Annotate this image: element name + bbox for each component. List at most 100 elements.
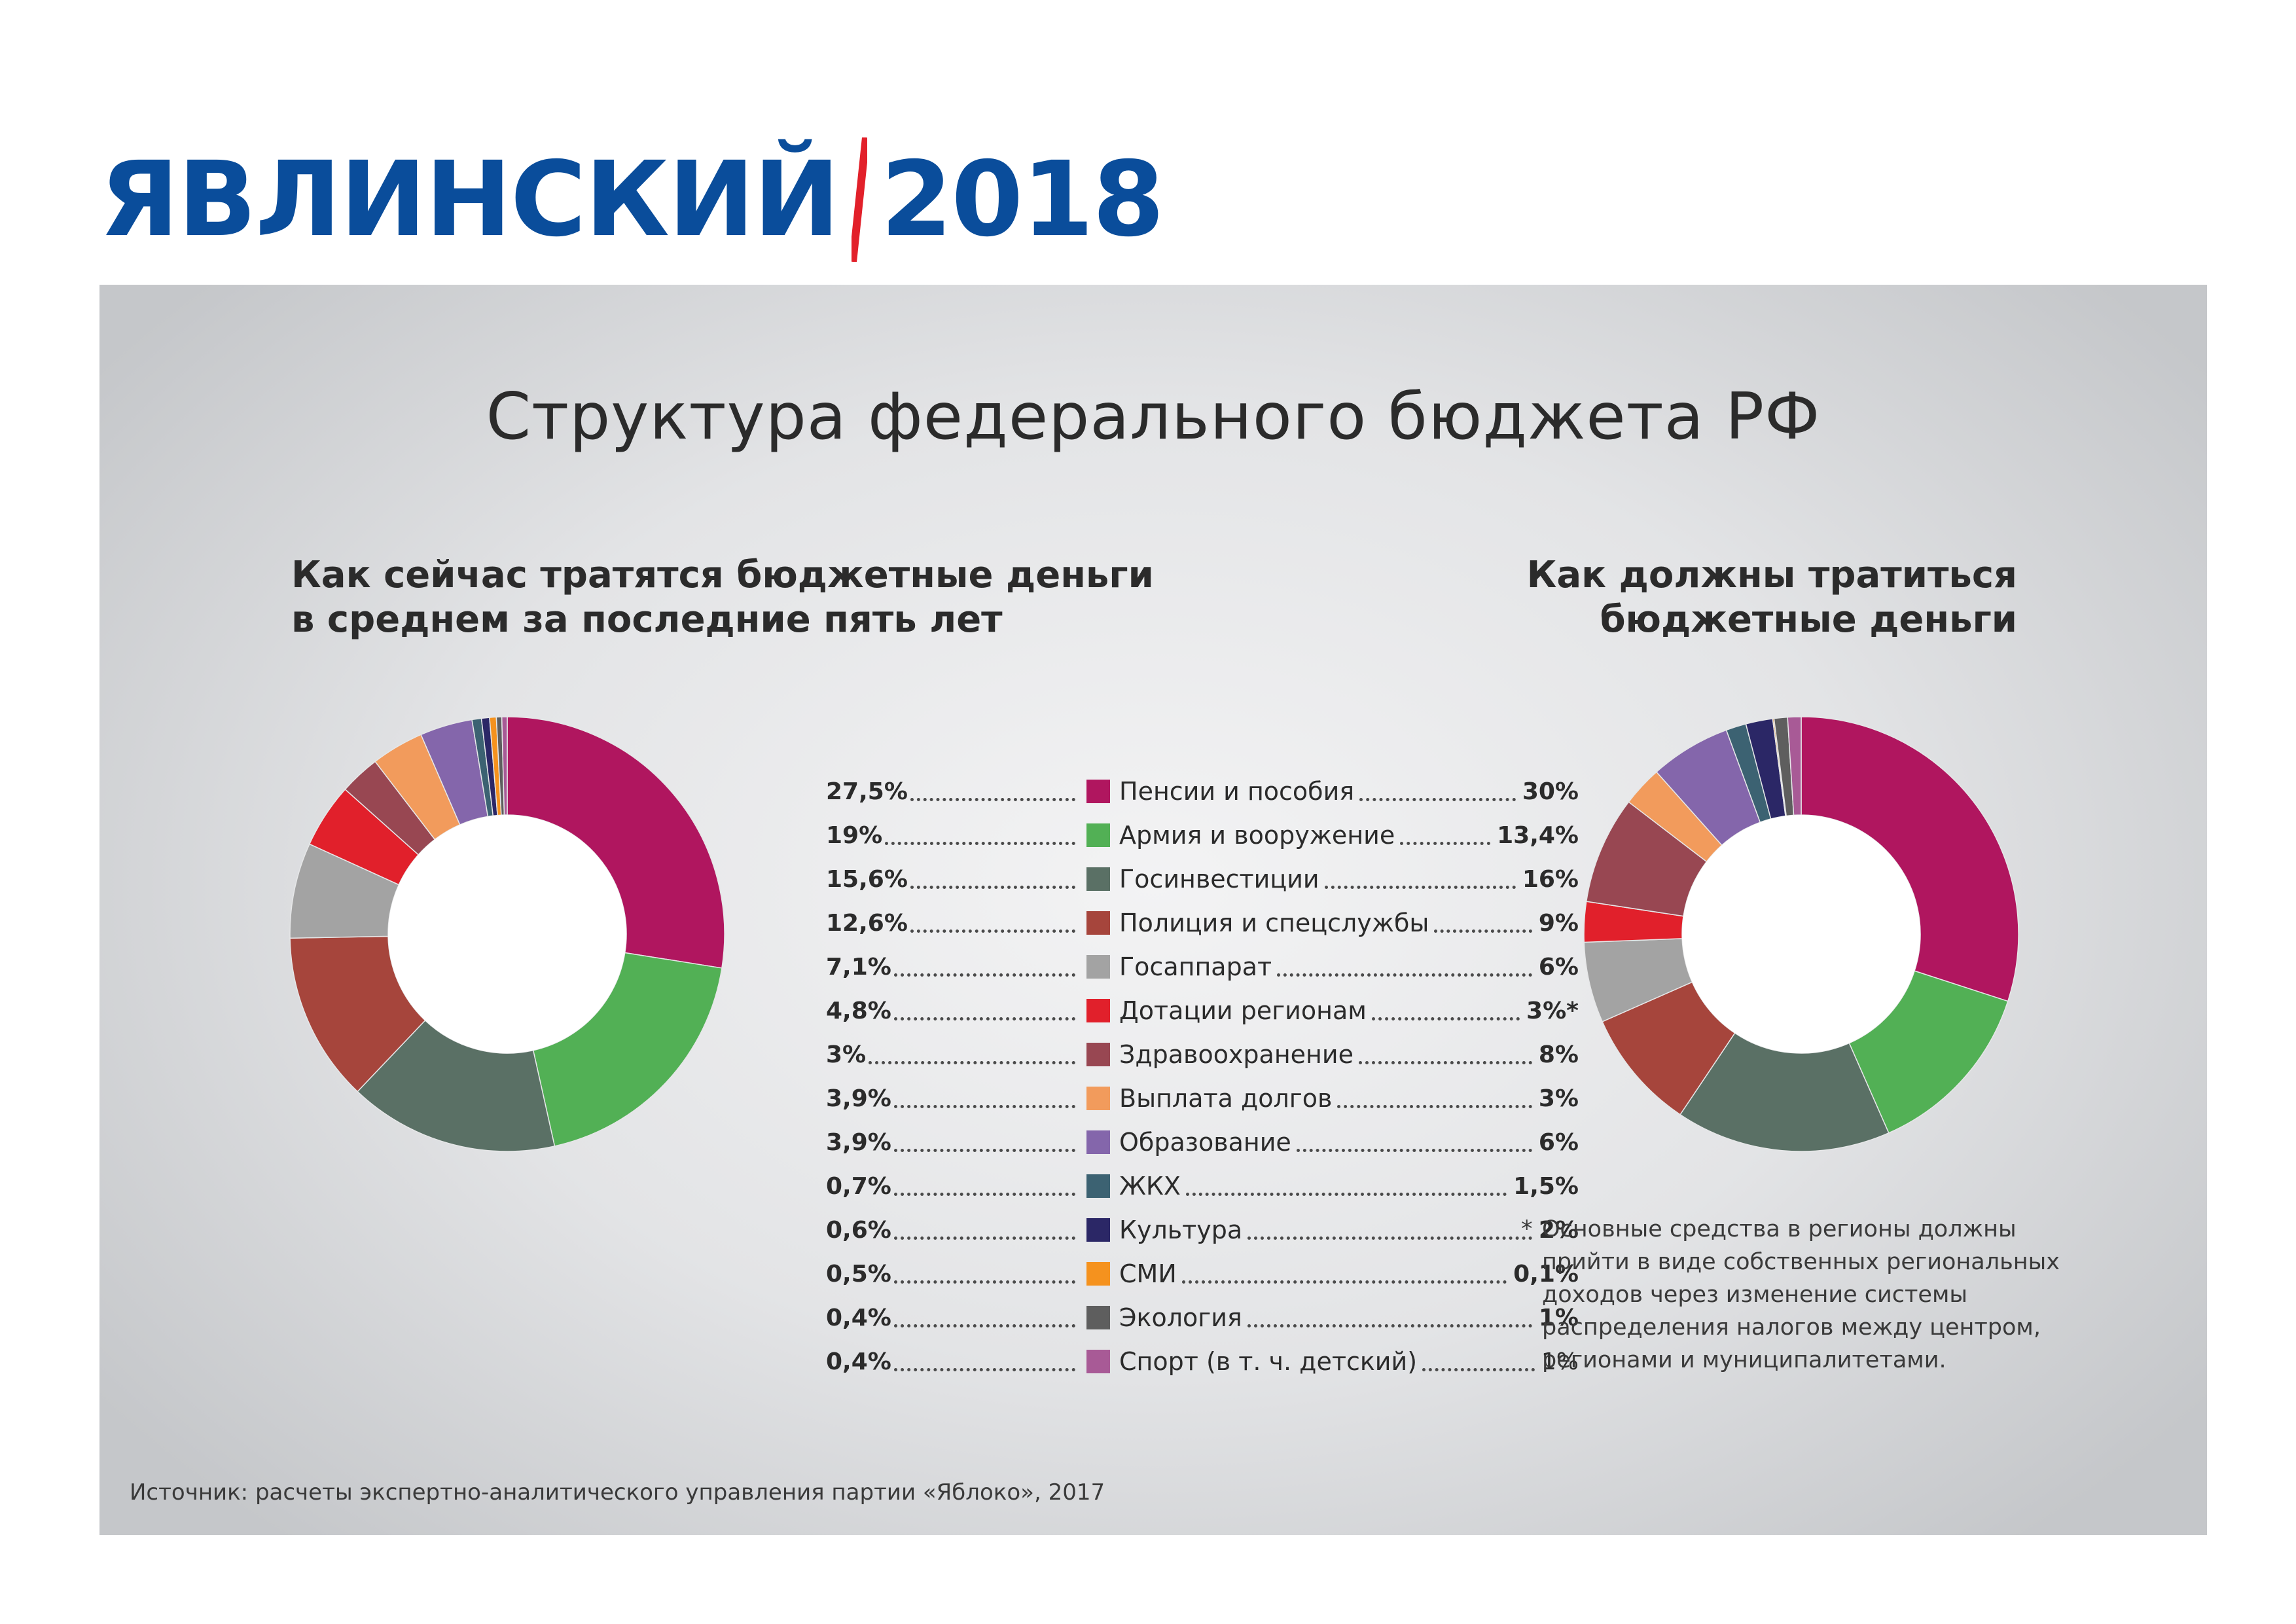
legend-row: 3% Здравоохранение 8% — [826, 1035, 1579, 1079]
legend-row: 15,6% Госинвестиции 16% — [826, 859, 1579, 903]
current-value: 0,5% — [826, 1261, 891, 1288]
leader-dots — [910, 798, 1075, 801]
proposed-value: 6% — [1538, 1129, 1579, 1156]
leader-dots — [1422, 1368, 1535, 1371]
chart-title: Структура федерального бюджета РФ — [486, 380, 1821, 454]
legend-swatch — [1086, 999, 1110, 1022]
proposed-value: 1% — [1538, 1305, 1579, 1331]
leader-dots — [1181, 1280, 1507, 1284]
source-note: Источник: расчеты экспертно-аналитическо… — [130, 1479, 1105, 1506]
legend-label: Культура — [1119, 1216, 1243, 1244]
legend-label: СМИ — [1119, 1259, 1177, 1288]
current-value: 19% — [826, 822, 883, 849]
legend-swatch — [1086, 1043, 1110, 1066]
brand-logo: ЯВЛИНСКИЙ 2018 — [99, 134, 1164, 265]
legend-label: Дотации регионам — [1119, 996, 1367, 1025]
current-value: 12,6% — [826, 910, 908, 937]
current-value: 15,6% — [826, 866, 908, 893]
legend-swatch — [1086, 911, 1110, 935]
leader-dots — [893, 1368, 1075, 1371]
leader-dots — [893, 1280, 1075, 1284]
footnote: * Основные средства в регионы должны при… — [1521, 1213, 2197, 1377]
leader-dots — [885, 842, 1075, 845]
legend-row: 27,5% Пенсии и пособия 30% — [826, 772, 1579, 816]
subtitle-proposed-line-1: Как должны тратиться — [1526, 554, 2017, 596]
legend-swatch — [1086, 823, 1110, 847]
footnote-line: распределения налогов между центром, — [1542, 1314, 2041, 1341]
legend-swatch — [1086, 1350, 1110, 1373]
proposed-value: 0,1% — [1513, 1261, 1579, 1288]
proposed-value: 8% — [1538, 1041, 1579, 1068]
footnote-line: регионами и муниципалитетами. — [1542, 1347, 1946, 1373]
proposed-value: 2% — [1538, 1217, 1579, 1244]
leader-dots — [893, 1017, 1075, 1020]
leader-dots — [1400, 842, 1491, 845]
brand-year: 2018 — [880, 139, 1164, 260]
current-value: 0,4% — [826, 1348, 891, 1375]
donut-hole — [388, 815, 626, 1053]
leader-dots — [1185, 1193, 1507, 1196]
legend-label: Образование — [1119, 1128, 1291, 1157]
legend-swatch — [1086, 1218, 1110, 1242]
leader-dots — [1296, 1149, 1532, 1152]
leader-dots — [893, 1236, 1075, 1240]
leader-dots — [1358, 1061, 1532, 1064]
leader-dots — [893, 1149, 1075, 1152]
legend-row: 4,8% Дотации регионам 3%* — [826, 991, 1579, 1035]
leader-dots — [893, 1324, 1075, 1327]
legend-row: 0,5% СМИ 0,1% — [826, 1254, 1579, 1298]
legend-label: Госаппарат — [1119, 952, 1272, 981]
legend-row: 3,9% Выплата долгов 3% — [826, 1079, 1579, 1123]
legend-swatch — [1086, 1262, 1110, 1286]
current-value: 7,1% — [826, 954, 891, 981]
current-value: 27,5% — [826, 778, 908, 805]
leader-dots — [893, 973, 1075, 977]
legend-swatch — [1086, 867, 1110, 891]
legend: 27,5% Пенсии и пособия 30% 19% Армия и воору… — [826, 772, 1579, 1386]
leader-dots — [893, 1105, 1075, 1108]
donut-hole — [1682, 815, 1920, 1053]
legend-row: 0,7% ЖКХ 1,5% — [826, 1166, 1579, 1210]
leader-dots — [1371, 1017, 1520, 1020]
current-value: 0,7% — [826, 1173, 891, 1200]
footnote-line: доходов через изменение системы — [1542, 1282, 1967, 1308]
leader-dots — [1324, 886, 1516, 889]
leader-dots — [1277, 973, 1532, 977]
subtitle-current-line-2: в среднем за последние пять лет — [291, 598, 1003, 641]
leader-dots — [893, 1193, 1075, 1196]
footnote-line: Основные средства в регионы должны — [1542, 1216, 2017, 1242]
infographic-panel: Структура федерального бюджета РФ Как се… — [99, 285, 2207, 1535]
leader-dots — [910, 929, 1075, 933]
proposed-value: 3%* — [1526, 998, 1579, 1024]
current-value: 3,9% — [826, 1085, 891, 1112]
legend-row: 0,4% Экология 1% — [826, 1298, 1579, 1342]
legend-label: Госинвестиции — [1119, 865, 1319, 893]
current-value: 3% — [826, 1041, 867, 1068]
legend-label: Спорт (в т. ч. детский) — [1119, 1347, 1418, 1376]
leader-dots — [1359, 798, 1516, 801]
legend-row: 0,6% Культура 2% — [826, 1210, 1579, 1254]
legend-swatch — [1086, 1174, 1110, 1198]
current-value: 0,6% — [826, 1217, 891, 1244]
legend-label: Экология — [1119, 1303, 1242, 1332]
leader-dots — [1247, 1324, 1532, 1327]
subtitle-proposed: Как должны тратиться бюджетные деньги — [1474, 553, 2017, 642]
current-value: 4,8% — [826, 998, 891, 1024]
leader-dots — [869, 1061, 1075, 1064]
legend-row: 0,4% Спорт (в т. ч. детский) 1% — [826, 1342, 1579, 1386]
leader-dots — [910, 886, 1075, 889]
footnote-mark: * — [1521, 1216, 1533, 1242]
legend-swatch — [1086, 955, 1110, 979]
legend-label: Пенсии и пособия — [1119, 777, 1355, 806]
subtitle-current-line-1: Как сейчас тратятся бюджетные деньги — [291, 554, 1154, 596]
legend-row: 7,1% Госаппарат 6% — [826, 947, 1579, 991]
leader-dots — [1247, 1236, 1532, 1240]
legend-swatch — [1086, 780, 1110, 803]
subtitle-current: Как сейчас тратятся бюджетные деньги в с… — [291, 553, 1273, 642]
current-value: 3,9% — [826, 1129, 891, 1156]
leader-dots — [1337, 1105, 1532, 1108]
donut-chart-proposed — [1583, 716, 2019, 1152]
legend-label: Армия и вооружение — [1119, 821, 1395, 850]
legend-label: ЖКХ — [1119, 1172, 1181, 1200]
legend-swatch — [1086, 1306, 1110, 1329]
